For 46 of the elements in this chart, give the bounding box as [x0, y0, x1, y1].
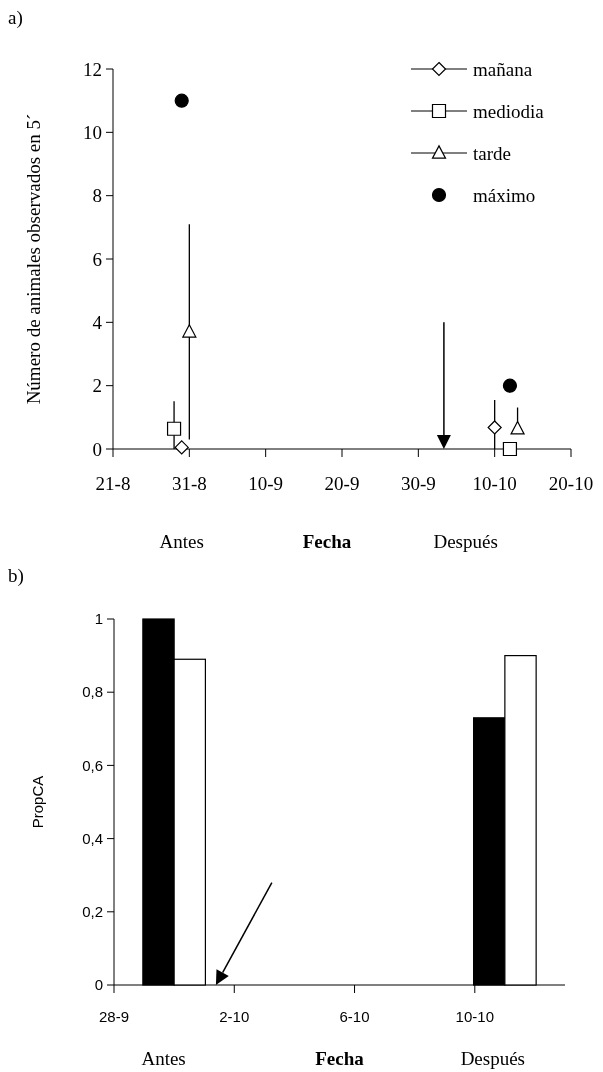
y-tick-label: 6 [92, 248, 102, 270]
x-tick-label: 20-9 [324, 473, 360, 494]
text: Antes [141, 1048, 186, 1069]
point [174, 440, 189, 455]
y-tick-label: 0,8 [82, 683, 103, 701]
y-tick-label: 8 [92, 185, 102, 207]
x-tick-label: 10-9 [248, 473, 284, 494]
point [166, 421, 182, 436]
text: Antes [159, 531, 204, 552]
y-tick-label: 0,6 [82, 756, 103, 774]
x-tick-label: 20-10 [548, 473, 594, 494]
x-tick-label: 10-10 [472, 473, 517, 494]
x-tick-label: 28-9 [98, 1008, 130, 1025]
x-tick-label: 2-10 [219, 1008, 250, 1025]
x-axis-title: Fecha [315, 1048, 365, 1069]
y-tick-label: 1 [94, 610, 103, 628]
y-axis-title: Número de animales observados en 5´ [23, 113, 44, 405]
point [502, 441, 518, 457]
y-tick-label: 10 [83, 121, 102, 143]
y-axis-title: PropCA [29, 775, 46, 829]
point [182, 324, 197, 338]
legend-label: tarde [473, 142, 511, 164]
x-tick-label: 31-8 [171, 473, 207, 494]
y-tick-label: 0 [94, 976, 103, 994]
y-tick-label: 12 [83, 58, 102, 80]
legend-label: mediodia [473, 100, 545, 122]
x-tick-label: 21-8 [95, 473, 131, 494]
text: Después [433, 531, 498, 552]
y-tick-label: 4 [92, 311, 103, 333]
x-tick-label: 6-10 [339, 1008, 370, 1025]
x-axis-title: Fecha [302, 531, 352, 552]
legend-label: mañana [473, 58, 533, 80]
y-tick-label: 0 [92, 438, 102, 460]
chart-title: b) [8, 565, 24, 587]
legend-label: máximo [473, 184, 536, 206]
point [487, 420, 502, 435]
point [502, 378, 518, 393]
point [510, 420, 525, 435]
y-tick-label: 0,2 [82, 903, 103, 921]
y-tick-label: 2 [92, 375, 102, 397]
text: Después [460, 1048, 526, 1069]
chart-title: a) [8, 7, 23, 29]
x-tick-label: 30-9 [400, 473, 436, 494]
x-tick-label: 10-10 [455, 1008, 494, 1025]
point [174, 93, 189, 108]
y-tick-label: 0,4 [82, 829, 103, 847]
